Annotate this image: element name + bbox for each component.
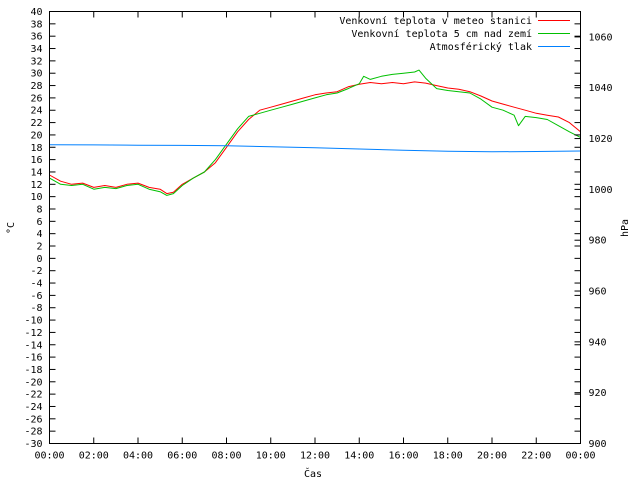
y2-tick-label: 1060: [589, 32, 613, 43]
y-tick-label: 8: [36, 204, 42, 215]
y-tick-label: -16: [24, 353, 42, 364]
y2-axis-label: hPa: [620, 219, 631, 237]
y-tick-label: -24: [24, 402, 42, 413]
y-tick-label: 16: [30, 155, 42, 166]
legend-item: Atmosférický tlak: [430, 41, 570, 53]
y-tick-label: -14: [24, 340, 42, 351]
y2-tick-label: 920: [589, 388, 607, 399]
plot-frame: [49, 11, 581, 444]
y-tick-label: 38: [30, 19, 42, 30]
legend-label: Venkovní teplota 5 cm nad zemí: [351, 28, 532, 40]
y-tick-label: 40: [30, 7, 42, 18]
x-tick-label: 22:00: [521, 451, 551, 462]
y-tick-label: -28: [24, 427, 42, 438]
series-line-0: [49, 81, 581, 195]
y-tick-label: -26: [24, 414, 42, 425]
x-axis-label: Čas: [304, 467, 322, 480]
y-tick-label: -2: [30, 266, 42, 277]
y-tick-label: 6: [36, 217, 42, 228]
y-axis-left: 4038363432302826242220181614121086420-2-…: [24, 7, 581, 450]
y-tick-label: -12: [24, 328, 42, 339]
y2-tick-label: 1040: [589, 83, 613, 94]
y-tick-label: -10: [24, 316, 42, 327]
y-tick-label: -20: [24, 377, 42, 388]
plot-lines: [49, 69, 581, 196]
y-tick-label: 26: [30, 93, 42, 104]
legend-item: Venkovní teplota v meteo stanici: [339, 15, 570, 27]
y2-tick-label: 1000: [589, 185, 613, 196]
x-tick-label: 20:00: [477, 451, 507, 462]
y2-tick-label: 940: [589, 337, 607, 348]
x-tick-label: 10:00: [256, 451, 286, 462]
legend-label: Atmosférický tlak: [430, 41, 532, 53]
x-tick-label: 12:00: [300, 451, 330, 462]
y-tick-label: 12: [30, 180, 42, 191]
x-tick-label: 00:00: [34, 451, 64, 462]
x-tick-label: 04:00: [123, 451, 153, 462]
y-tick-label: 32: [30, 56, 42, 67]
y-tick-label: -18: [24, 365, 42, 376]
y-tick-label: 0: [36, 254, 42, 265]
y-tick-label: 24: [30, 106, 42, 117]
y-tick-label: -22: [24, 390, 42, 401]
y-tick-label: 10: [30, 192, 42, 203]
y2-tick-label: 980: [589, 236, 607, 247]
y-tick-label: -30: [24, 439, 42, 450]
y-axis-label: °C: [6, 222, 17, 234]
y-tick-label: 20: [30, 130, 42, 141]
y-tick-label: 22: [30, 118, 42, 129]
legend: Venkovní teplota v meteo stanici Venkovn…: [339, 15, 570, 53]
y-tick-label: -4: [30, 279, 42, 290]
y-tick-label: -6: [30, 291, 42, 302]
series-line-1: [49, 69, 581, 196]
y-tick-label: 34: [30, 44, 42, 55]
x-tick-label: 00:00: [565, 451, 595, 462]
y2-tick-label: 960: [589, 287, 607, 298]
series-line-2: [49, 144, 581, 153]
y-tick-label: -8: [30, 303, 42, 314]
y-tick-label: 30: [30, 69, 42, 80]
legend-item: Venkovní teplota 5 cm nad zemí: [351, 28, 570, 40]
x-tick-label: 06:00: [167, 451, 197, 462]
y2-tick-label: 900: [589, 439, 607, 450]
y-tick-label: 2: [36, 242, 42, 253]
legend-label: Venkovní teplota v meteo stanici: [339, 15, 532, 27]
y-tick-label: 14: [30, 167, 42, 178]
y-tick-label: 28: [30, 81, 42, 92]
x-tick-label: 14:00: [344, 451, 374, 462]
x-tick-label: 16:00: [388, 451, 418, 462]
y-tick-label: 4: [36, 229, 42, 240]
y-tick-label: 18: [30, 143, 42, 154]
y-tick-label: 36: [30, 32, 42, 43]
x-tick-label: 08:00: [211, 451, 241, 462]
y2-tick-label: 1020: [589, 134, 613, 145]
x-axis: 00:00 02:00 04:00 06:00 08:00 10:00 12:00 14:00…: [34, 11, 596, 462]
x-tick-label: 02:00: [79, 451, 109, 462]
x-tick-label: 18:00: [433, 451, 463, 462]
